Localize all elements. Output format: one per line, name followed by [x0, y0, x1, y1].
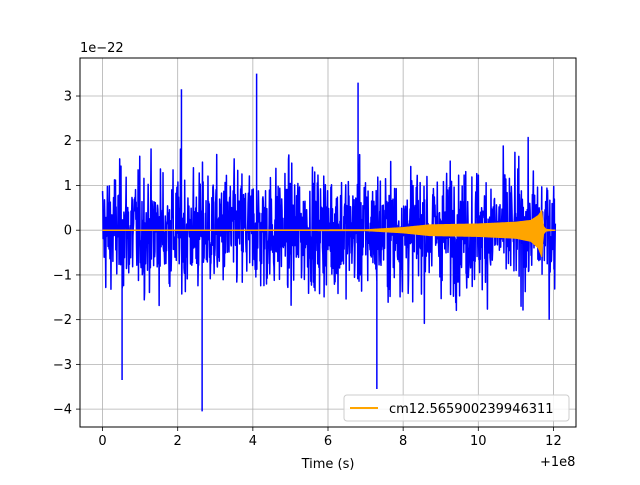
x-tick-label: 2	[174, 434, 182, 449]
y-tick-label: −3	[53, 358, 72, 373]
x-tick-label: 4	[249, 434, 257, 449]
y-tick-label: 1	[64, 179, 72, 194]
x-tick-label: 8	[399, 434, 407, 449]
y-scale-label: 1e−22	[80, 41, 124, 56]
y-tick-label: −2	[53, 313, 72, 328]
x-tick-label: 0	[98, 434, 106, 449]
y-tick-label: 0	[64, 224, 72, 239]
y-tick-label: −1	[53, 268, 72, 283]
legend: cm12.565900239946311	[343, 394, 570, 422]
legend-label: cm12.565900239946311	[389, 402, 554, 417]
x-offset-label: +1e8	[540, 455, 575, 470]
y-tick-label: 3	[64, 90, 72, 105]
y-tick-label: 2	[64, 134, 72, 149]
plot-area	[101, 73, 557, 412]
x-axis-ticks: 0 2 4 6 8 10 12	[98, 427, 562, 449]
x-tick-label: 10	[470, 434, 487, 449]
x-tick-label: 6	[324, 434, 332, 449]
legend-box	[343, 394, 570, 422]
y-axis-ticks: −4 −3 −2 −1 0 1 2 3	[53, 90, 80, 418]
x-tick-label: 12	[545, 434, 562, 449]
x-axis-label: Time (s)	[301, 457, 355, 472]
series-noise-line	[101, 73, 557, 412]
y-tick-label: −4	[53, 403, 72, 418]
